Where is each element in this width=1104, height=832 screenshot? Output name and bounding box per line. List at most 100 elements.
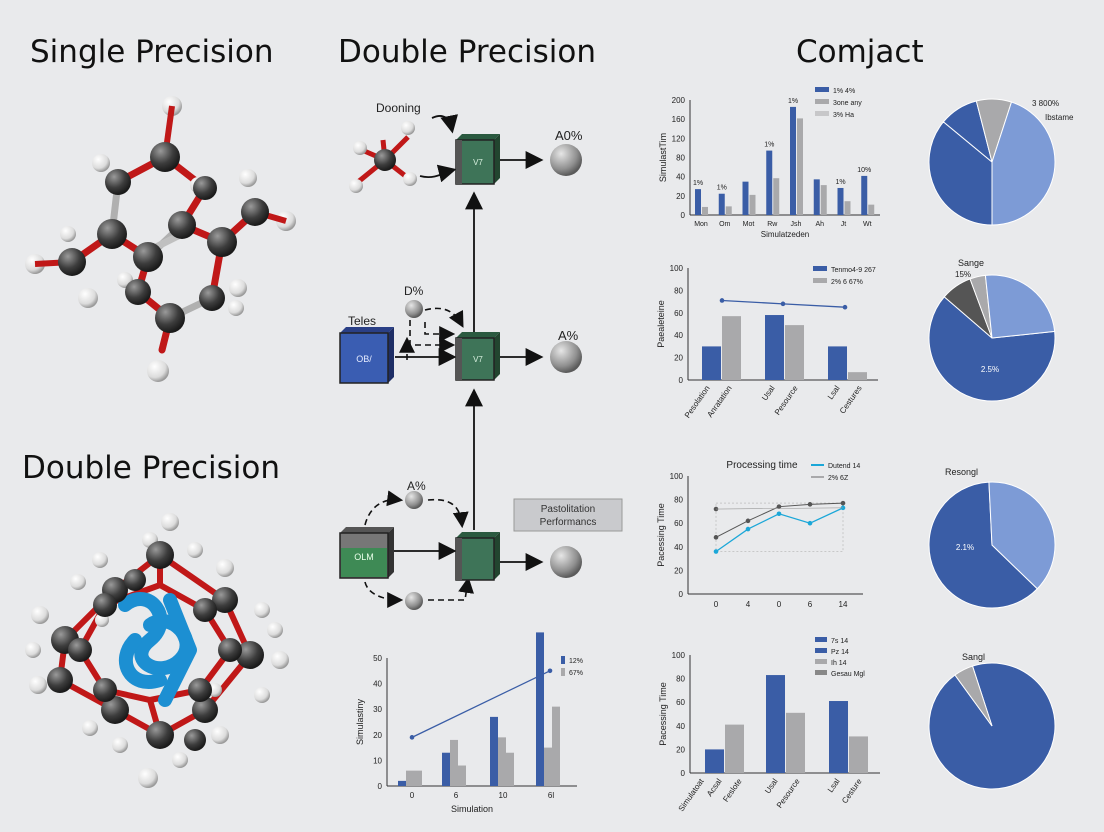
chart1-y-tick: 200	[672, 96, 686, 105]
node-box-1: V7	[455, 134, 500, 185]
chart1-x-tick: Jt	[841, 221, 847, 228]
chart5-point	[547, 668, 553, 674]
chart1-x-tick: Mon	[694, 221, 708, 228]
chart1-y-tick: 0	[681, 211, 686, 220]
chart4-x-tick: Lsal	[826, 777, 842, 794]
chart2-bar	[722, 316, 741, 380]
chart1-legend-label: 3% Ha	[833, 112, 854, 119]
chart3-point-extra	[713, 506, 719, 512]
chart3-legend-label: 2% 6Z	[828, 475, 849, 482]
pie-1-slice	[928, 121, 993, 226]
output-1-label: A0%	[555, 128, 583, 143]
chart3-point-series2	[776, 504, 782, 509]
chart2-x-tick: Lsal	[826, 384, 842, 401]
chart1-x-label: Simulatzeden	[761, 230, 809, 239]
pie-2-slice	[984, 274, 1056, 339]
pie-3-slice	[988, 481, 1056, 590]
chart-bar-line: 100806040200PaealeteinePesolationAnratat…	[656, 264, 878, 420]
chart4-legend-label: 7s 14	[831, 638, 848, 645]
chart1-bar	[861, 175, 868, 215]
pie3-title: Resongl	[945, 467, 978, 477]
chart3-y-tick: 60	[674, 519, 683, 528]
tiles-label: Teles	[348, 314, 376, 328]
chart1-bar	[797, 118, 803, 215]
chart1-x-tick: Mot	[743, 221, 755, 228]
chart1-x-tick: Wt	[863, 221, 872, 228]
pie-1-slice	[991, 101, 1056, 226]
performance-box: Pastolitation Performancs	[513, 498, 623, 532]
a-pct-label: A%	[407, 479, 426, 493]
performance-box-line1: Pastolitation	[541, 504, 595, 515]
small-node-bottom	[405, 592, 423, 610]
title-single-precision: Single Precision	[30, 34, 274, 70]
chart4-y-tick: 0	[681, 769, 686, 778]
chart5-legend-label: 12%	[569, 658, 583, 665]
chart1-bar	[718, 193, 725, 215]
chart2-bar	[765, 315, 784, 380]
chart5-bar	[406, 770, 414, 786]
chart1-legend-swatch	[815, 87, 829, 92]
chart3-point-series2	[807, 502, 813, 507]
chart2-point	[719, 298, 725, 303]
chart4-y-label: Pacessing Time	[658, 682, 668, 746]
chart4-bar	[786, 712, 805, 773]
chart2-y-tick: 100	[670, 264, 684, 273]
chart4-legend-swatch	[815, 659, 827, 664]
chart3-point-series2	[840, 500, 846, 506]
chart4-bar	[705, 749, 724, 773]
chart1-y-tick: 160	[672, 115, 686, 124]
chart5-bar	[458, 765, 466, 786]
chart5-bar	[498, 737, 506, 786]
chart5-bar	[398, 780, 406, 786]
chart4-y-tick: 80	[676, 675, 685, 684]
chart5-bar	[552, 706, 560, 786]
chart1-data-label: 1%	[693, 180, 703, 187]
chart1-data-label: 1%	[788, 98, 798, 105]
chart1-x-tick: Om	[719, 221, 730, 228]
chart4-y-tick: 40	[676, 722, 685, 731]
pie-2: Sange 15% 2.5%	[928, 258, 1056, 402]
input-box-olm: OLM	[339, 527, 394, 579]
bottom-box-label: OLM	[354, 552, 374, 562]
chart4-x-tick: Usal	[763, 777, 780, 795]
chart5-x-label: Simulation	[451, 804, 493, 814]
chart5-x-tick: 0	[410, 791, 415, 800]
pie1-title: 3 800%	[1032, 99, 1059, 108]
chart1-y-tick: 120	[672, 134, 686, 143]
pie-4-slice	[954, 665, 993, 727]
chart5-y-tick: 40	[373, 680, 382, 689]
chart3-point-series1	[776, 511, 782, 517]
chart1-bar	[844, 201, 851, 215]
chart5-y-tick: 50	[373, 654, 382, 663]
chart4-legend-label: Pz 14	[831, 649, 849, 656]
chart4-x-tick: Simulatoat	[677, 776, 706, 813]
chart1-bar	[790, 106, 796, 215]
pie-4: Sangl	[928, 652, 1056, 790]
pie2-title: Sange	[958, 258, 984, 268]
chart5-point	[409, 735, 415, 740]
chart3-legend-label: Dutend 14	[828, 463, 860, 470]
chart3-point-series2	[713, 535, 719, 540]
node-1-label: V7	[473, 158, 483, 167]
chart5-bar	[442, 752, 450, 786]
chart4-bar	[725, 724, 744, 773]
title-compact: Comjact	[796, 34, 924, 70]
chart1-legend-swatch	[815, 111, 829, 116]
chart4-bar	[849, 736, 868, 773]
d-pct-label: D%	[404, 284, 424, 298]
chart5-bar	[536, 632, 544, 786]
chart2-y-tick: 80	[674, 286, 683, 295]
chart1-x-tick: Jsh	[791, 221, 802, 228]
chart2-x-tick: Usal	[760, 384, 777, 402]
node-box-3	[455, 532, 500, 581]
chart2-legend-swatch	[813, 278, 827, 283]
chart1-data-label: 1%	[835, 179, 845, 186]
chart5-y-label: Simulastiny	[355, 698, 365, 745]
chart2-y-tick: 0	[679, 376, 684, 385]
chart5-line	[411, 670, 551, 738]
chart3-y-label: Pacessing Time	[656, 503, 666, 567]
node-2-label: V7	[473, 355, 483, 364]
chart2-y-tick: 20	[674, 354, 683, 363]
